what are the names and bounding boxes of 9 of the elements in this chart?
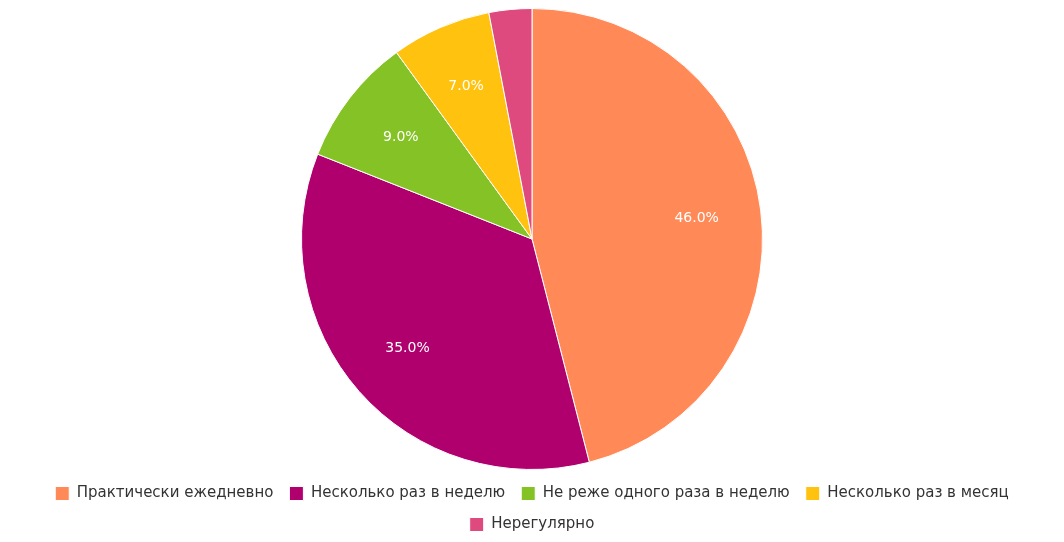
- legend-label: Практически ежедневно: [76, 483, 274, 502]
- data-label: 46.0%: [674, 208, 719, 225]
- data-label: 35.0%: [385, 339, 430, 356]
- legend-label: Несколько раз в неделю: [310, 483, 506, 502]
- legend-label: Несколько раз в месяц: [827, 483, 1009, 502]
- data-label: 9.0%: [383, 127, 419, 144]
- data-label: 7.0%: [448, 77, 484, 94]
- legend-label: Не реже одного раза в неделю: [542, 483, 790, 502]
- legend-label: Нерегулярно: [491, 514, 595, 533]
